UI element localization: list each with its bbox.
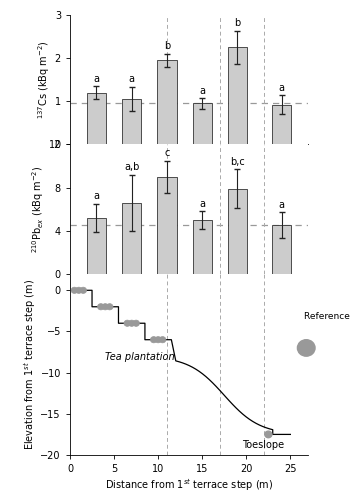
Bar	[228, 48, 247, 144]
Circle shape	[106, 304, 113, 310]
Circle shape	[128, 320, 135, 326]
Circle shape	[159, 336, 166, 343]
Bar	[228, 188, 247, 274]
Circle shape	[102, 304, 108, 310]
Text: 15: 15	[275, 290, 288, 300]
Circle shape	[98, 304, 104, 310]
Text: 10: 10	[231, 290, 244, 300]
Text: b: b	[164, 41, 170, 51]
Circle shape	[265, 431, 272, 438]
Y-axis label: $^{137}$Cs (kBq m$^{-2}$): $^{137}$Cs (kBq m$^{-2}$)	[36, 40, 52, 119]
Text: a: a	[93, 74, 99, 84]
Text: Toeslope: Toeslope	[242, 440, 284, 450]
Bar	[193, 104, 212, 144]
Bar	[272, 104, 291, 144]
Text: Tea plantation: Tea plantation	[105, 352, 175, 362]
X-axis label: Distance from 1$^{st}$ terrace step (m): Distance from 1$^{st}$ terrace step (m)	[105, 477, 273, 492]
Text: a: a	[279, 82, 285, 92]
Text: 8: 8	[129, 290, 135, 300]
Text: a: a	[199, 198, 205, 208]
Text: a,b: a,b	[124, 162, 139, 172]
Circle shape	[71, 287, 78, 294]
Bar	[272, 226, 291, 274]
Circle shape	[155, 336, 161, 343]
Bar	[122, 202, 141, 274]
Circle shape	[76, 287, 82, 294]
Text: a: a	[279, 200, 285, 209]
Bar	[157, 177, 177, 274]
Text: Reference site: Reference site	[303, 312, 350, 321]
Text: b: b	[234, 18, 240, 28]
Circle shape	[298, 340, 315, 356]
Y-axis label: Elevation from 1$^{st}$ terrace step (m): Elevation from 1$^{st}$ terrace step (m)	[22, 279, 38, 450]
Circle shape	[133, 320, 139, 326]
Text: b,c: b,c	[230, 156, 245, 166]
Text: a: a	[129, 74, 135, 85]
Text: 5: 5	[164, 290, 170, 300]
Text: n = 5: n = 5	[83, 290, 110, 300]
Circle shape	[80, 287, 86, 294]
Bar	[87, 92, 106, 144]
Circle shape	[150, 336, 157, 343]
Y-axis label: $^{210}$Pb$_{ex}$ (kBq m$^{-2}$): $^{210}$Pb$_{ex}$ (kBq m$^{-2}$)	[30, 166, 46, 253]
Bar	[193, 220, 212, 274]
Text: 6: 6	[199, 290, 205, 300]
Text: a: a	[93, 191, 99, 201]
Bar	[157, 60, 177, 144]
Text: a: a	[199, 86, 205, 96]
Text: c: c	[164, 148, 170, 158]
Circle shape	[124, 320, 131, 326]
Bar	[122, 99, 141, 144]
Bar	[87, 218, 106, 274]
